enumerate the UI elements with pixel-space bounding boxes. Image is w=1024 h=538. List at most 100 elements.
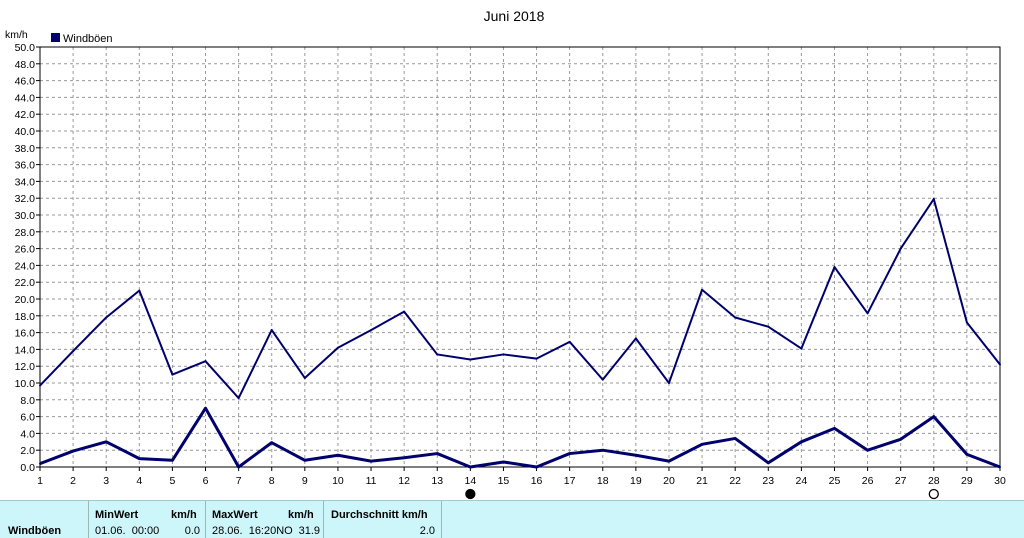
data-point-max xyxy=(204,360,207,363)
x-tick-label: 23 xyxy=(762,475,774,487)
data-point-max xyxy=(833,266,836,269)
x-tick-label: 9 xyxy=(302,475,308,487)
y-tick-label: 42.0 xyxy=(15,109,36,121)
y-axis-unit-label: km/h xyxy=(5,29,28,41)
data-point-avg xyxy=(601,449,604,452)
x-tick-label: 12 xyxy=(398,475,410,487)
x-tick-label: 4 xyxy=(136,475,142,487)
data-point-max xyxy=(800,347,803,350)
data-point-avg xyxy=(270,441,273,444)
data-point-avg xyxy=(138,457,141,460)
y-tick-label: 14.0 xyxy=(15,344,36,356)
data-point-max xyxy=(667,382,670,384)
data-point-max xyxy=(105,316,108,319)
stats-max-cell: MaxWert km/h 28.06. 16:20NO 31.9 xyxy=(205,501,324,538)
data-point-avg xyxy=(403,456,406,459)
y-tick-label: 36.0 xyxy=(15,160,36,172)
y-tick-label: 32.0 xyxy=(15,193,36,205)
data-point-max xyxy=(303,376,306,379)
data-point-max xyxy=(138,289,141,292)
y-tick-label: 26.0 xyxy=(15,244,36,256)
y-tick-label: 0.0 xyxy=(20,462,35,474)
data-point-avg xyxy=(767,461,770,464)
data-point-avg xyxy=(105,440,108,443)
y-tick-label: 28.0 xyxy=(15,227,36,239)
x-tick-label: 25 xyxy=(829,475,841,487)
data-point-avg xyxy=(634,454,637,457)
data-point-avg xyxy=(999,466,1001,468)
y-tick-label: 46.0 xyxy=(15,76,36,88)
stats-row-label-cell: Windböen xyxy=(0,501,88,538)
data-point-max xyxy=(535,357,538,360)
data-point-avg xyxy=(667,460,670,463)
stats-panel: Windböen MinWert km/h 01.06. 00:00 0.0 M… xyxy=(0,500,1024,538)
x-tick-label: 14 xyxy=(465,475,477,487)
filled-circle-marker xyxy=(465,488,476,500)
x-tick-label: 27 xyxy=(895,475,907,487)
data-point-avg xyxy=(436,452,439,455)
x-tick-label: 22 xyxy=(729,475,741,487)
data-point-avg xyxy=(535,466,538,468)
data-point-avg xyxy=(303,459,306,462)
legend-label: Windböen xyxy=(63,33,113,45)
x-tick-label: 16 xyxy=(531,475,543,487)
series-line-max xyxy=(39,198,1001,400)
y-tick-label: 38.0 xyxy=(15,143,36,155)
data-point-avg xyxy=(833,427,836,430)
stats-min-cell: MinWert km/h 01.06. 00:00 0.0 xyxy=(88,501,206,538)
data-point-max xyxy=(601,378,604,381)
data-point-max xyxy=(568,340,571,343)
data-point-max xyxy=(72,350,75,353)
data-point-avg xyxy=(734,437,737,440)
x-tick-label: 24 xyxy=(796,475,808,487)
min-header: MinWert xyxy=(95,509,139,521)
avg-header: Durchschnitt km/h xyxy=(331,509,428,521)
data-point-avg xyxy=(237,466,240,468)
x-tick-label: 5 xyxy=(169,475,175,487)
max-header: MaxWert xyxy=(212,509,258,521)
data-point-avg xyxy=(866,449,869,452)
data-point-max xyxy=(965,321,968,324)
data-point-max xyxy=(734,316,737,319)
y-tick-label: 48.0 xyxy=(15,59,36,71)
x-tick-label: 6 xyxy=(203,475,209,487)
y-tick-label: 12.0 xyxy=(15,361,36,373)
x-tick-label: 11 xyxy=(366,475,377,487)
data-point-avg xyxy=(72,450,75,453)
y-tick-label: 16.0 xyxy=(15,328,36,340)
data-point-max xyxy=(370,329,373,332)
x-tick-label: 8 xyxy=(269,475,275,487)
y-tick-label: 24.0 xyxy=(15,260,36,272)
data-point-max xyxy=(237,397,240,400)
x-tick-label: 2 xyxy=(70,475,76,487)
min-value: 0.0 xyxy=(184,525,200,537)
data-point-avg xyxy=(370,460,373,463)
y-tick-label: 10.0 xyxy=(15,378,36,390)
data-point-max xyxy=(767,325,770,328)
series-line-avg xyxy=(39,406,1001,469)
data-point-avg xyxy=(800,440,803,443)
data-point-avg xyxy=(204,407,207,410)
x-tick-label: 20 xyxy=(663,475,675,487)
avg-value: 2.0 xyxy=(419,525,435,537)
x-tick-label: 18 xyxy=(597,475,609,487)
data-point-avg xyxy=(336,454,339,457)
x-tick-label: 29 xyxy=(961,475,973,487)
data-point-max xyxy=(270,329,273,332)
min-date: 01.06. 00:00 xyxy=(95,525,160,537)
plot-frame xyxy=(39,46,1001,468)
data-point-max xyxy=(899,247,902,250)
data-point-avg xyxy=(701,443,704,446)
x-tick-label: 1 xyxy=(37,475,43,487)
x-tick-label: 28 xyxy=(928,475,940,487)
max-unit: km/h xyxy=(288,509,314,521)
max-date: 28.06. 16:20NO xyxy=(212,525,293,537)
stats-row-label: Windböen xyxy=(8,525,62,537)
data-point-max xyxy=(39,384,41,387)
y-tick-label: 8.0 xyxy=(20,395,35,407)
data-point-max xyxy=(932,198,935,201)
x-tick-label: 13 xyxy=(431,475,443,487)
data-point-max xyxy=(469,358,472,361)
data-point-max xyxy=(701,288,704,291)
chart-title: Juni 2018 xyxy=(484,8,545,24)
